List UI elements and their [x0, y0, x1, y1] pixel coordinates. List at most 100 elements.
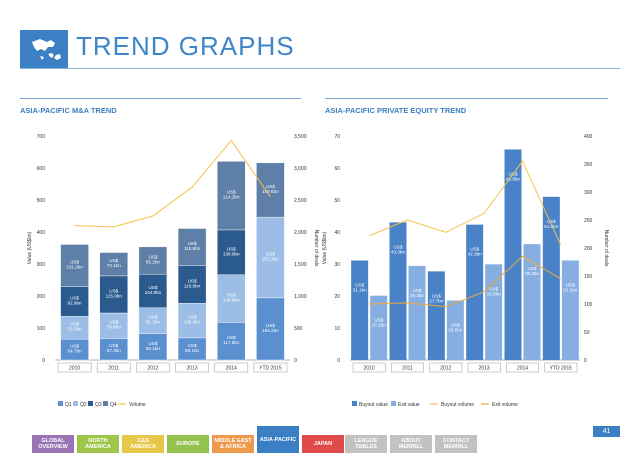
ma-x-tick: 2013 [187, 366, 198, 372]
ma-bar-label: US$ 81.3bn [146, 315, 160, 325]
ma-bar-label: US$ 85.2bn [146, 255, 160, 265]
page-number: 41 [593, 426, 620, 437]
nav-tab-europe[interactable]: EUROPE [167, 435, 209, 453]
ma-y2-tick: 1,500 [294, 262, 307, 268]
ma-legend-swatch [103, 401, 108, 406]
nav-tab-asia-pacific[interactable]: ASIA-PACIFIC [257, 426, 299, 453]
pe-x-tick: 2012 [440, 366, 451, 372]
pe-section-divider [325, 98, 608, 99]
pe-bar-exit-value [446, 300, 464, 360]
nav-tab-north-america[interactable]: NORTH AMERICA [77, 435, 119, 453]
ma-bar-label: US$ 104.9bn [145, 285, 162, 295]
pe-bar-label: US$ 29.4bn [410, 288, 424, 298]
pe-y2-tick: 200 [584, 246, 593, 252]
pe-x-tick-box [506, 362, 539, 373]
ma-y-axis-label: Value (US$bn) [27, 231, 33, 264]
ma-bar-label: US$ 116.9bn [184, 278, 201, 288]
ma-legend-label: Q4 [110, 402, 117, 408]
pe-y2-tick: 150 [584, 274, 593, 280]
ma-bar-label: US$ 149.0bn [223, 293, 240, 303]
nav-tab-about-merrill[interactable]: ABOUT MERRILL [390, 435, 432, 453]
ma-x-tick: 2014 [226, 366, 237, 372]
ma-bar-q2 [217, 274, 246, 323]
pe-legend-swatch [391, 401, 396, 406]
ma-section-divider [20, 98, 301, 99]
pe-bar-buyout-value [351, 260, 369, 360]
nav-tab-league-tables[interactable]: LEAGUE TABLES [345, 435, 387, 453]
ma-bar-label: US$ 108.4bn [184, 315, 201, 325]
pe-bar-label: US$ 31.1bn [353, 282, 367, 292]
nav-tab-japan[interactable]: JAPAN [302, 435, 344, 453]
ma-bar-q2 [138, 307, 168, 334]
ma-x-tick-box [96, 362, 131, 373]
ma-bar-q3 [138, 273, 168, 308]
pe-x-tick: 2013 [479, 366, 490, 372]
nav-tab-c-s-america[interactable]: C&S AMERICA [122, 435, 164, 453]
pe-bar-label: US$ 36.2bn [525, 266, 539, 276]
ma-legend-swatch [58, 401, 63, 406]
ma-y2-tick: 500 [294, 326, 303, 332]
nav-tab-middle-east-africa[interactable]: MIDDLE EAST & AFRICA [212, 435, 254, 453]
pe-y2-tick: 50 [584, 330, 590, 336]
pe-bar-buyout-value [427, 271, 445, 360]
pe-y2-tick: 250 [584, 218, 593, 224]
asia-pacific-map-icon [20, 30, 68, 68]
ma-x-tick-box [175, 362, 209, 373]
pe-bar-label: US$ 42.3bn [468, 247, 482, 257]
ma-y-tick: 500 [37, 198, 46, 204]
ma-bar-q2 [99, 312, 128, 339]
pe-x-tick: 2010 [364, 366, 375, 372]
ma-legend-swatch [73, 401, 78, 406]
ma-bar-q1 [256, 297, 285, 361]
ma-bar-label: US$ 194.2bn [262, 323, 279, 333]
pe-x-tick-box [391, 362, 424, 373]
ma-y-tick: 700 [37, 134, 46, 140]
pe-bar-exit-value [561, 260, 579, 360]
pe-legend-swatch [352, 401, 357, 406]
ma-x-tick: YTD 2015 [259, 366, 282, 372]
header-divider [20, 68, 620, 69]
pe-y-tick: 70 [334, 134, 340, 140]
pe-y2-axis-label: Number of deals [603, 230, 609, 267]
pe-x-tick: 2014 [517, 366, 528, 372]
pe-bar-exit-value [523, 244, 541, 360]
pe-exit-volume-line [369, 255, 562, 308]
ma-trend-chart: 0 100 200 300 400 500 600 700 0 500 1,000 1,500 2,00… [27, 134, 319, 408]
ma-bar-label: US$ 116.5bn [184, 241, 201, 251]
ma-y2-tick: 0 [294, 358, 297, 364]
pe-y-tick: 60 [334, 166, 340, 172]
ma-bar-q4 [99, 252, 128, 277]
pe-chart-title: ASIA-PACIFIC PRIVATE EQUITY TREND [325, 106, 467, 115]
ma-bar-label: US$ 214.2bn [223, 190, 240, 200]
pe-trend-chart: 0 10 20 30 40 50 60 70 0 50 100 150 200 250 300 350 400 V… [322, 134, 609, 408]
pe-bar-buyout-value [389, 222, 407, 360]
pe-x-tick-box [544, 362, 578, 373]
pe-x-tick-box [467, 362, 501, 373]
pe-legend-label: Exit value [398, 402, 420, 408]
ma-y2-tick: 2,500 [294, 198, 307, 204]
pe-bar-label: US$ 29.9bn [487, 286, 501, 296]
pe-y-tick: 0 [337, 358, 340, 364]
pe-y2-tick: 400 [584, 134, 593, 140]
ma-bar-q3 [99, 275, 128, 314]
ma-bar-q4 [256, 162, 285, 218]
ma-bar-q3 [217, 229, 246, 275]
ma-y-tick: 300 [37, 262, 46, 268]
ma-bar-label: US$ 64.7bn [68, 344, 82, 354]
nav-tab-contact-merrill[interactable]: CONTACT MERRILL [435, 435, 477, 453]
pe-bar-label: US$ 20.1bn [372, 318, 386, 328]
ma-bar-label: US$ 92.9bn [68, 295, 82, 305]
ma-x-tick-box [57, 362, 92, 373]
nav-tab-global-overview[interactable]: GLOBAL OVERVIEW [32, 435, 74, 453]
pe-y-tick: 50 [334, 198, 340, 204]
ma-bar-label: US$ 82.1bn [146, 341, 160, 351]
pe-y-axis-label: Value (US$bn) [322, 231, 328, 264]
ma-bar-label: US$ 69.1bn [185, 343, 199, 353]
ma-bar-label: US$ 67.3bn [107, 343, 121, 353]
ma-legend-label: Q1 [65, 402, 72, 408]
ma-bar-q4 [138, 246, 168, 275]
pe-bar-exit-value [370, 295, 388, 360]
pe-bar-exit-value [408, 265, 426, 360]
pe-bar-label: US$ 31.1bn [563, 282, 577, 292]
ma-y2-tick: 2,000 [294, 230, 307, 236]
